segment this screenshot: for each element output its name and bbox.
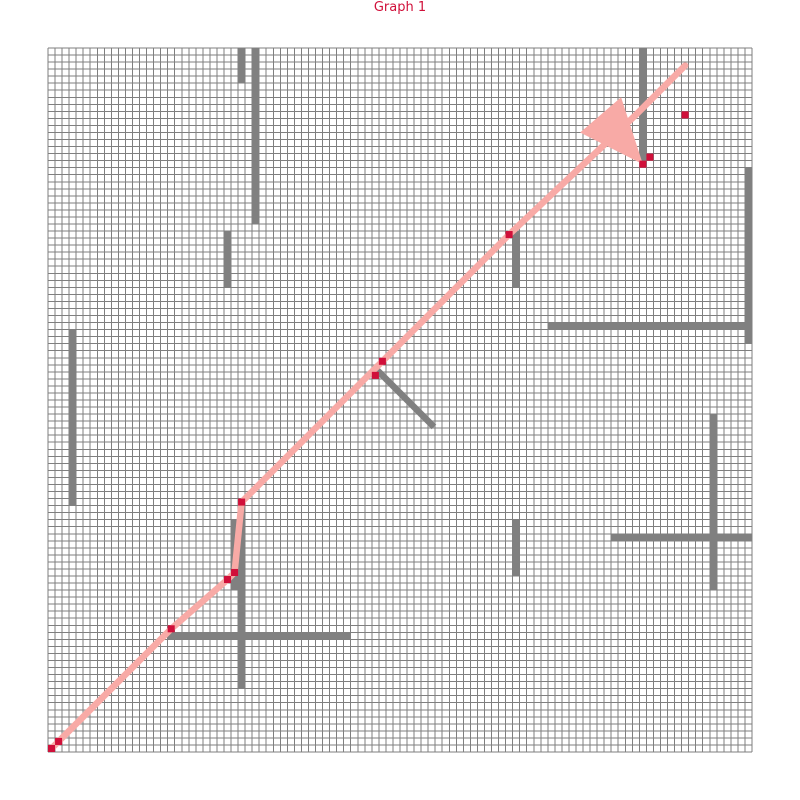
waypoint-marker	[378, 357, 386, 365]
waypoint-marker	[371, 371, 379, 379]
waypoint-marker	[231, 568, 239, 576]
waypoint-marker	[646, 153, 654, 161]
waypoint-marker	[224, 576, 232, 584]
arrow-marker	[580, 97, 643, 165]
waypoint-marker	[505, 231, 513, 239]
grid-line	[47, 47, 753, 753]
waypoint-marker	[238, 498, 246, 506]
waypoint-marker	[48, 744, 56, 752]
obstacle-wall	[370, 363, 437, 430]
graph-title: Graph 1	[373, 0, 427, 15]
waypoint-marker	[55, 737, 63, 745]
grid-lines	[47, 47, 753, 753]
waypoints	[48, 111, 689, 752]
path-line	[48, 62, 689, 752]
waypoint-marker	[167, 625, 175, 633]
path-route	[48, 62, 689, 752]
waypoint-marker	[681, 111, 689, 119]
arrow-head	[580, 97, 643, 165]
waypoint-marker	[639, 160, 647, 168]
